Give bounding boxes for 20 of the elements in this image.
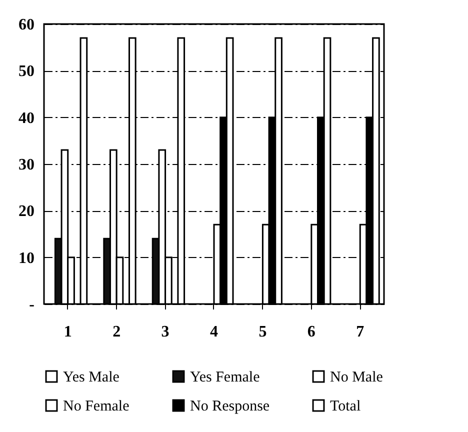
x-tick-label: 6 <box>307 324 316 340</box>
x-tick-label: 7 <box>356 324 364 340</box>
y-tick-label: 60 <box>18 16 34 34</box>
y-tick-label: 10 <box>18 250 34 267</box>
x-tick-label: 3 <box>161 324 170 340</box>
y-tick-label: 40 <box>18 110 34 127</box>
legend-label: Total <box>330 398 361 414</box>
legend-label: Yes Female <box>190 370 260 386</box>
legend-label: No Response <box>190 398 270 414</box>
legend-label: No Female <box>63 398 130 414</box>
x-tick-label: 4 <box>210 324 218 340</box>
y-tick-label: 30 <box>18 156 34 174</box>
x-tick-label: 5 <box>258 324 267 340</box>
legend-label: No Male <box>330 370 384 386</box>
y-tick-label: 50 <box>18 63 34 80</box>
legend-label: Yes Male <box>63 370 120 386</box>
y-tick-label: 20 <box>18 203 34 220</box>
x-tick-label: 2 <box>112 324 121 340</box>
x-tick-label: 1 <box>64 324 72 340</box>
y-tick-label: - <box>29 296 34 314</box>
